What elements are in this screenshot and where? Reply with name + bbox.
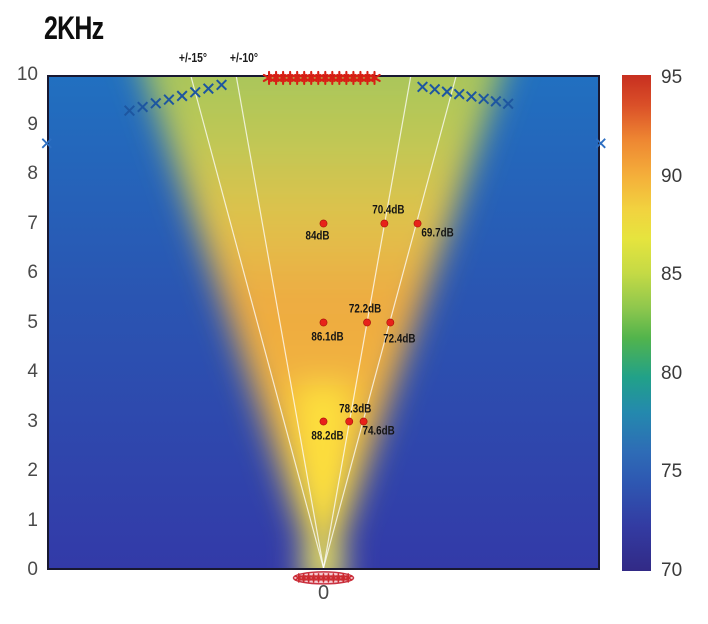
guide-angle-label-15: +/-15° xyxy=(178,50,208,65)
y-tick-label-1: 1 xyxy=(27,509,38,531)
y-tick-label-4: 4 xyxy=(27,361,38,382)
source-array-marker xyxy=(314,573,323,583)
guide-line--15 xyxy=(190,75,325,569)
source-array-marker xyxy=(319,573,328,583)
y-tick-label-6: 6 xyxy=(27,262,38,283)
colorbar xyxy=(622,75,651,571)
chart-title: 2KHz xyxy=(44,10,104,46)
heatmap-canvas xyxy=(47,75,600,570)
source-array-marker xyxy=(339,573,348,583)
source-array-marker xyxy=(329,573,338,583)
source-array-marker xyxy=(343,573,353,583)
guide-angle-label-10: +/-10° xyxy=(229,50,259,65)
source-array-marker xyxy=(299,573,308,583)
source-array-marker xyxy=(334,573,343,583)
source-array-marker xyxy=(309,573,318,583)
y-tick-label-10: 10 xyxy=(16,64,38,85)
colorbar-tick-label-95: 95 xyxy=(661,67,683,88)
colorbar-tick-label-90: 90 xyxy=(661,165,683,187)
y-tick-label-9: 9 xyxy=(27,113,38,135)
colorbar-tick-label-70: 70 xyxy=(661,560,683,581)
source-array-marker xyxy=(304,573,313,583)
source-array-marker xyxy=(324,573,333,583)
source-array-marker xyxy=(294,573,304,583)
colorbar-tick-label-75: 75 xyxy=(661,461,683,483)
y-tick-label-2: 2 xyxy=(27,460,38,481)
y-tick-label-8: 8 xyxy=(27,163,38,184)
y-tick-label-0: 0 xyxy=(27,559,38,580)
x-axis-tick-label: 0 xyxy=(317,582,330,604)
guide-line--10 xyxy=(235,75,325,569)
y-tick-label-3: 3 xyxy=(27,410,38,432)
y-tick-label-5: 5 xyxy=(27,311,38,333)
colorbar-tick-label-85: 85 xyxy=(661,264,683,286)
plot-area xyxy=(47,75,600,570)
colorbar-tick-label-80: 80 xyxy=(661,362,683,384)
y-tick-label-7: 7 xyxy=(27,212,38,234)
